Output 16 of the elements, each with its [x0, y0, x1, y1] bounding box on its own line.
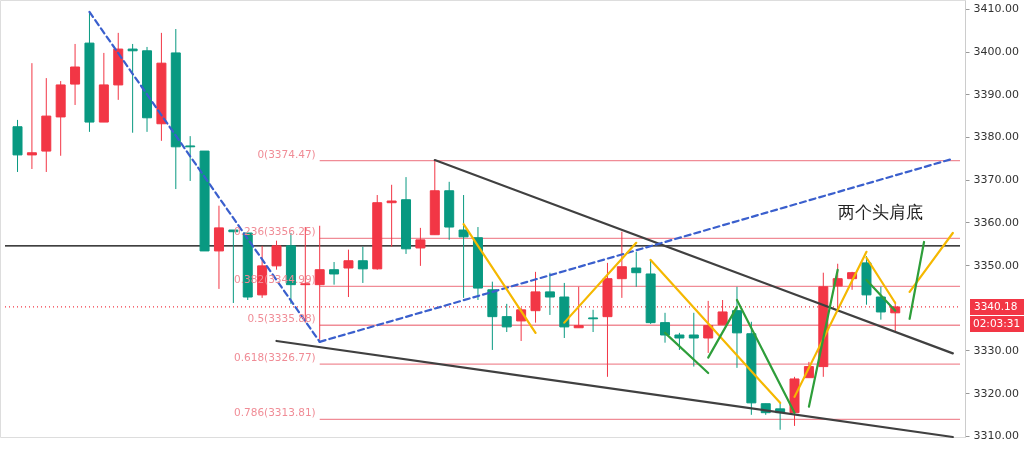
- y-tick-label: 3360.00: [973, 215, 1019, 229]
- y-tick-label: 3310.00: [973, 429, 1019, 443]
- ref-line-label: 0(3374.47): [257, 147, 316, 160]
- text: 02:03:31: [973, 317, 1021, 329]
- y-tick-label: 3400.00: [973, 45, 1019, 59]
- y-tick-label: 3380.00: [973, 130, 1019, 144]
- ref-line-label: 0.786(3313.81): [234, 406, 316, 419]
- y-tick-label: 3350.00: [973, 258, 1019, 272]
- y-tick-label: 3370.00: [973, 173, 1019, 187]
- y-tick-label: 3390.00: [973, 87, 1019, 101]
- y-tick-label: 3330.00: [973, 343, 1019, 357]
- annotation: 两个头肩底: [838, 202, 923, 222]
- ref-line-label: 3340.18: [974, 299, 1018, 312]
- ref-line-label: 0.618(3326.77): [234, 351, 316, 364]
- y-tick-label: 3320.00: [973, 386, 1019, 400]
- y-tick-label: 3410.00: [973, 2, 1019, 16]
